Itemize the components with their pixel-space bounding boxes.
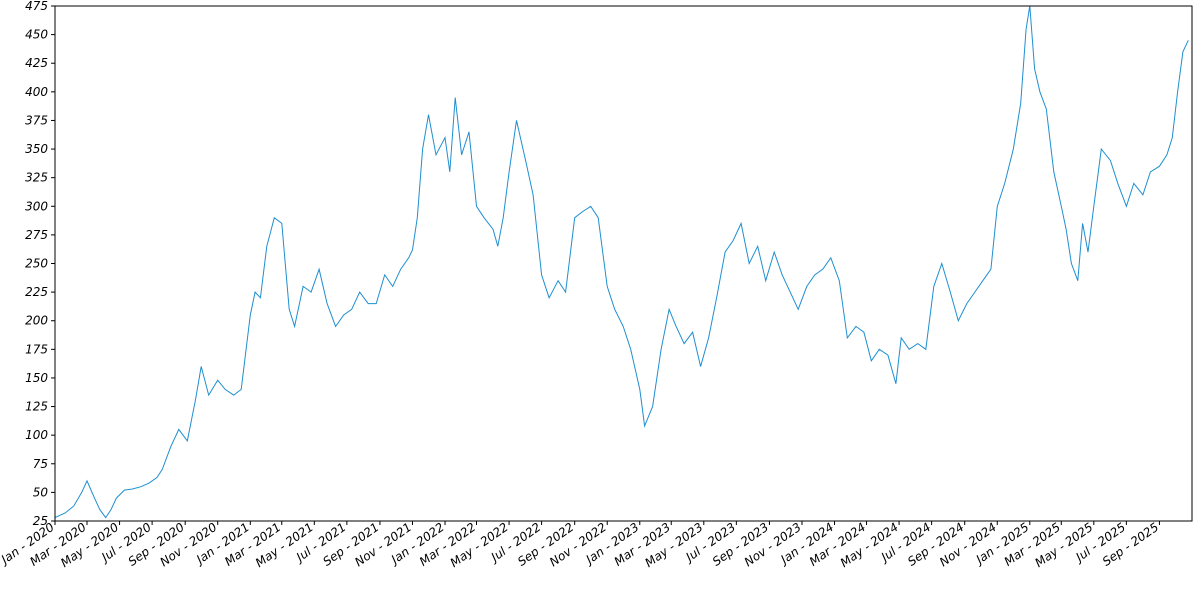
y-tick-label: 75 [33, 457, 48, 471]
y-tick-label: 25 [33, 514, 48, 528]
y-tick-label: 275 [25, 228, 48, 242]
y-tick-label: 50 [33, 485, 49, 499]
y-tick-label: 100 [25, 428, 48, 442]
series-line [54, 5, 1189, 519]
y-tick-label: 375 [25, 113, 48, 127]
y-tick-label: 150 [25, 371, 48, 385]
y-tick-label: 350 [25, 142, 48, 156]
y-tick-label: 400 [25, 85, 48, 99]
y-tick-label: 300 [25, 199, 48, 213]
y-axis-ticks: 25 50 75 100 125 150 175 200 225 250 275 300 325 350 3… [25, 0, 55, 528]
y-tick-label: 250 [25, 257, 48, 271]
y-tick-label: 325 [25, 171, 48, 185]
y-tick-label: 200 [25, 314, 48, 328]
y-tick-label: 475 [25, 0, 48, 13]
y-tick-label: 225 [25, 285, 48, 299]
y-tick-label: 175 [25, 342, 48, 356]
y-tick-label: 425 [25, 56, 48, 70]
plot-area-frame [54, 5, 1193, 522]
y-tick-label: 450 [25, 28, 48, 42]
y-tick-label: 125 [25, 400, 48, 414]
